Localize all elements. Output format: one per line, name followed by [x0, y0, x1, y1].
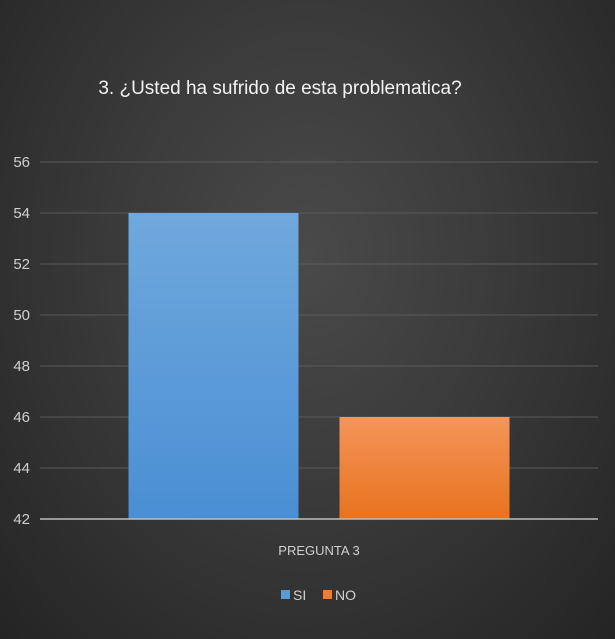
- legend-swatch-no: [323, 590, 332, 599]
- category-label: PREGUNTA 3: [278, 543, 359, 558]
- legend-label-si: SI: [293, 587, 306, 603]
- y-tick-label: 46: [13, 409, 30, 426]
- y-tick-label: 52: [13, 256, 30, 273]
- bar-si: [128, 213, 299, 519]
- bar-no: [339, 417, 510, 519]
- gridlines: [40, 161, 598, 469]
- y-tick-label: 42: [13, 511, 30, 528]
- y-tick-label: 48: [13, 358, 30, 375]
- legend-label-no: NO: [335, 587, 356, 603]
- y-axis-ticks: 42 44 46 48 50 52 54 56: [13, 154, 30, 528]
- y-tick-label: 44: [13, 460, 30, 477]
- legend-swatch-si: [281, 590, 290, 599]
- chart-title: 3. ¿Usted ha sufrido de esta problematic…: [98, 78, 461, 99]
- bars: [128, 213, 510, 519]
- x-axis-categories: PREGUNTA 3: [278, 543, 359, 558]
- y-tick-label: 50: [13, 307, 30, 324]
- legend: SI NO: [281, 587, 356, 603]
- y-tick-label: 56: [13, 154, 30, 171]
- y-tick-label: 54: [13, 205, 30, 222]
